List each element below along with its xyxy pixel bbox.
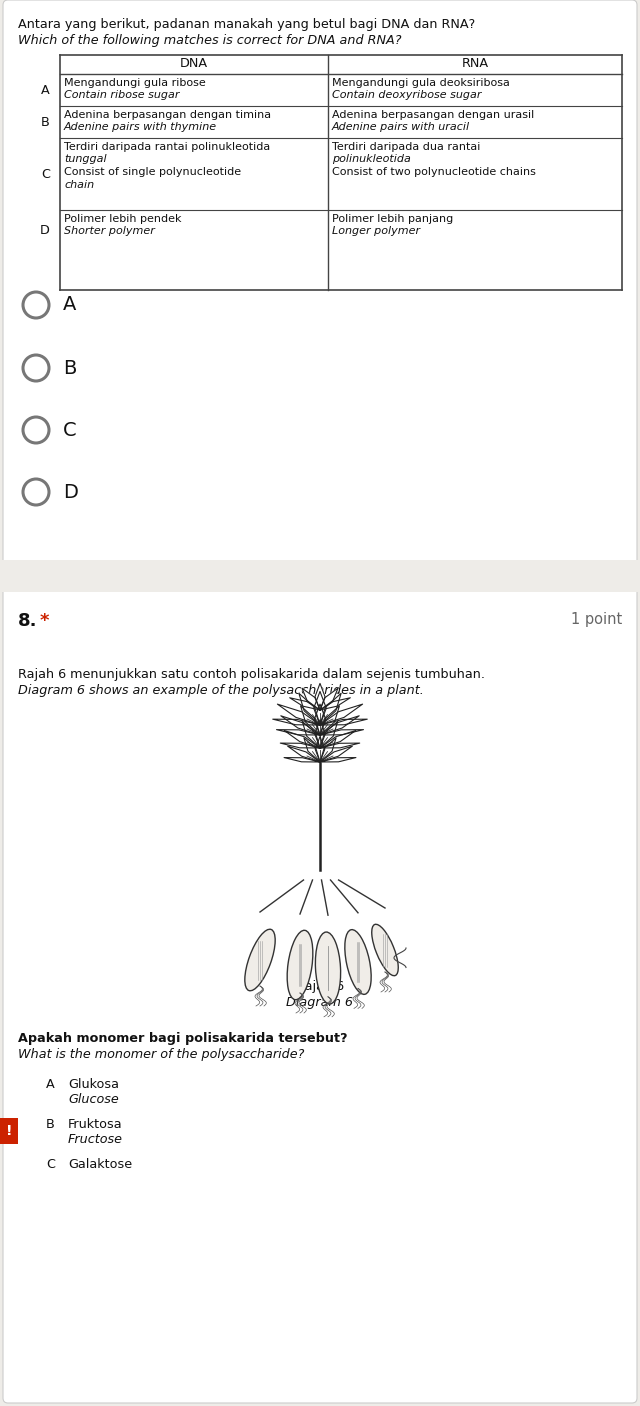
- Text: Longer polymer: Longer polymer: [332, 226, 420, 236]
- Polygon shape: [315, 720, 325, 748]
- Polygon shape: [314, 692, 326, 725]
- Polygon shape: [316, 737, 324, 762]
- Text: Adenine pairs with uracil: Adenine pairs with uracil: [332, 122, 470, 132]
- Text: Adenina berpasangan dengan timina: Adenina berpasangan dengan timina: [64, 110, 271, 120]
- Polygon shape: [301, 706, 320, 735]
- Polygon shape: [320, 688, 338, 710]
- Text: polinukleotida: polinukleotida: [332, 155, 411, 165]
- Ellipse shape: [245, 929, 275, 991]
- Text: B: B: [46, 1118, 55, 1130]
- Text: Terdiri daripada rantai polinukleotida: Terdiri daripada rantai polinukleotida: [64, 142, 270, 152]
- Text: C: C: [41, 167, 50, 180]
- Text: Rajah 6: Rajah 6: [296, 980, 344, 993]
- Text: C: C: [63, 420, 77, 440]
- Polygon shape: [320, 706, 339, 735]
- Text: Adenine pairs with thymine: Adenine pairs with thymine: [64, 122, 217, 132]
- Bar: [60, 55, 622, 290]
- Polygon shape: [273, 718, 320, 725]
- Bar: [0, 560, 640, 592]
- Text: Shorter polymer: Shorter polymer: [64, 226, 155, 236]
- Polygon shape: [320, 738, 336, 762]
- Polygon shape: [315, 683, 325, 710]
- FancyBboxPatch shape: [3, 0, 637, 565]
- Polygon shape: [320, 731, 356, 748]
- Bar: [0, 1118, 18, 1144]
- Circle shape: [23, 479, 49, 505]
- Text: Diagram 6 shows an example of the polysaccharides in a plant.: Diagram 6 shows an example of the polysa…: [18, 683, 424, 697]
- Polygon shape: [320, 716, 359, 735]
- Polygon shape: [320, 744, 360, 748]
- Text: 1 point: 1 point: [571, 612, 622, 627]
- Text: D: D: [63, 482, 78, 502]
- Ellipse shape: [316, 932, 340, 1004]
- Text: Contain ribose sugar: Contain ribose sugar: [64, 90, 179, 100]
- Polygon shape: [320, 730, 364, 735]
- Text: *: *: [40, 612, 49, 630]
- Text: A: A: [46, 1078, 55, 1091]
- Text: B: B: [63, 359, 76, 377]
- Text: Terdiri daripada dua rantai: Terdiri daripada dua rantai: [332, 142, 481, 152]
- Text: Rajah 6 menunjukkan satu contoh polisakarida dalam sejenis tumbuhan.: Rajah 6 menunjukkan satu contoh polisaka…: [18, 668, 485, 681]
- Polygon shape: [302, 721, 320, 748]
- Circle shape: [23, 418, 49, 443]
- Text: Fruktosa: Fruktosa: [68, 1118, 123, 1130]
- Polygon shape: [320, 758, 356, 762]
- Text: !: !: [6, 1123, 12, 1137]
- Polygon shape: [284, 731, 320, 748]
- Polygon shape: [320, 704, 363, 725]
- Polygon shape: [320, 693, 341, 725]
- Text: Glucose: Glucose: [68, 1092, 119, 1107]
- Ellipse shape: [287, 931, 313, 1000]
- Circle shape: [23, 292, 49, 318]
- Text: Fructose: Fructose: [68, 1133, 123, 1146]
- Text: Polimer lebih panjang: Polimer lebih panjang: [332, 214, 453, 224]
- Text: Contain deoxyribose sugar: Contain deoxyribose sugar: [332, 90, 481, 100]
- Circle shape: [23, 354, 49, 381]
- Text: Consist of single polynucleotide: Consist of single polynucleotide: [64, 167, 241, 177]
- Polygon shape: [314, 704, 326, 735]
- Polygon shape: [287, 747, 320, 762]
- Polygon shape: [280, 744, 320, 748]
- Text: DNA: DNA: [180, 58, 208, 70]
- Text: Polimer lebih pendek: Polimer lebih pendek: [64, 214, 182, 224]
- Polygon shape: [299, 693, 320, 725]
- Polygon shape: [276, 730, 320, 735]
- Polygon shape: [302, 688, 320, 710]
- Polygon shape: [304, 738, 320, 762]
- Text: A: A: [63, 295, 76, 315]
- Text: Which of the following matches is correct for DNA and RNA?: Which of the following matches is correc…: [18, 34, 401, 46]
- Polygon shape: [277, 704, 320, 725]
- Text: Adenina berpasangan dengan urasil: Adenina berpasangan dengan urasil: [332, 110, 534, 120]
- Polygon shape: [320, 697, 350, 710]
- Polygon shape: [320, 721, 338, 748]
- Ellipse shape: [345, 929, 371, 994]
- Text: D: D: [40, 225, 50, 238]
- Text: What is the monomer of the polysaccharide?: What is the monomer of the polysaccharid…: [18, 1047, 305, 1062]
- Text: Antara yang berikut, padanan manakah yang betul bagi DNA dan RNA?: Antara yang berikut, padanan manakah yan…: [18, 18, 476, 31]
- Text: Mengandungi gula ribose: Mengandungi gula ribose: [64, 77, 205, 89]
- FancyBboxPatch shape: [3, 586, 637, 1403]
- Ellipse shape: [372, 924, 398, 976]
- Text: C: C: [46, 1159, 55, 1171]
- Text: RNA: RNA: [461, 58, 488, 70]
- Polygon shape: [290, 697, 320, 710]
- Polygon shape: [320, 718, 367, 725]
- Polygon shape: [284, 758, 320, 762]
- Text: Diagram 6: Diagram 6: [287, 995, 353, 1010]
- Text: Galaktose: Galaktose: [68, 1159, 132, 1171]
- Text: Mengandungi gula deoksiribosa: Mengandungi gula deoksiribosa: [332, 77, 510, 89]
- Text: tunggal: tunggal: [64, 155, 107, 165]
- Text: Apakah monomer bagi polisakarida tersebut?: Apakah monomer bagi polisakarida tersebu…: [18, 1032, 348, 1045]
- Text: 8.: 8.: [18, 612, 38, 630]
- Text: chain: chain: [64, 180, 94, 190]
- Polygon shape: [320, 747, 353, 762]
- Text: A: A: [41, 83, 50, 97]
- Text: B: B: [41, 115, 50, 128]
- Text: Consist of two polynucleotide chains: Consist of two polynucleotide chains: [332, 167, 536, 177]
- Polygon shape: [281, 716, 320, 735]
- Text: Glukosa: Glukosa: [68, 1078, 119, 1091]
